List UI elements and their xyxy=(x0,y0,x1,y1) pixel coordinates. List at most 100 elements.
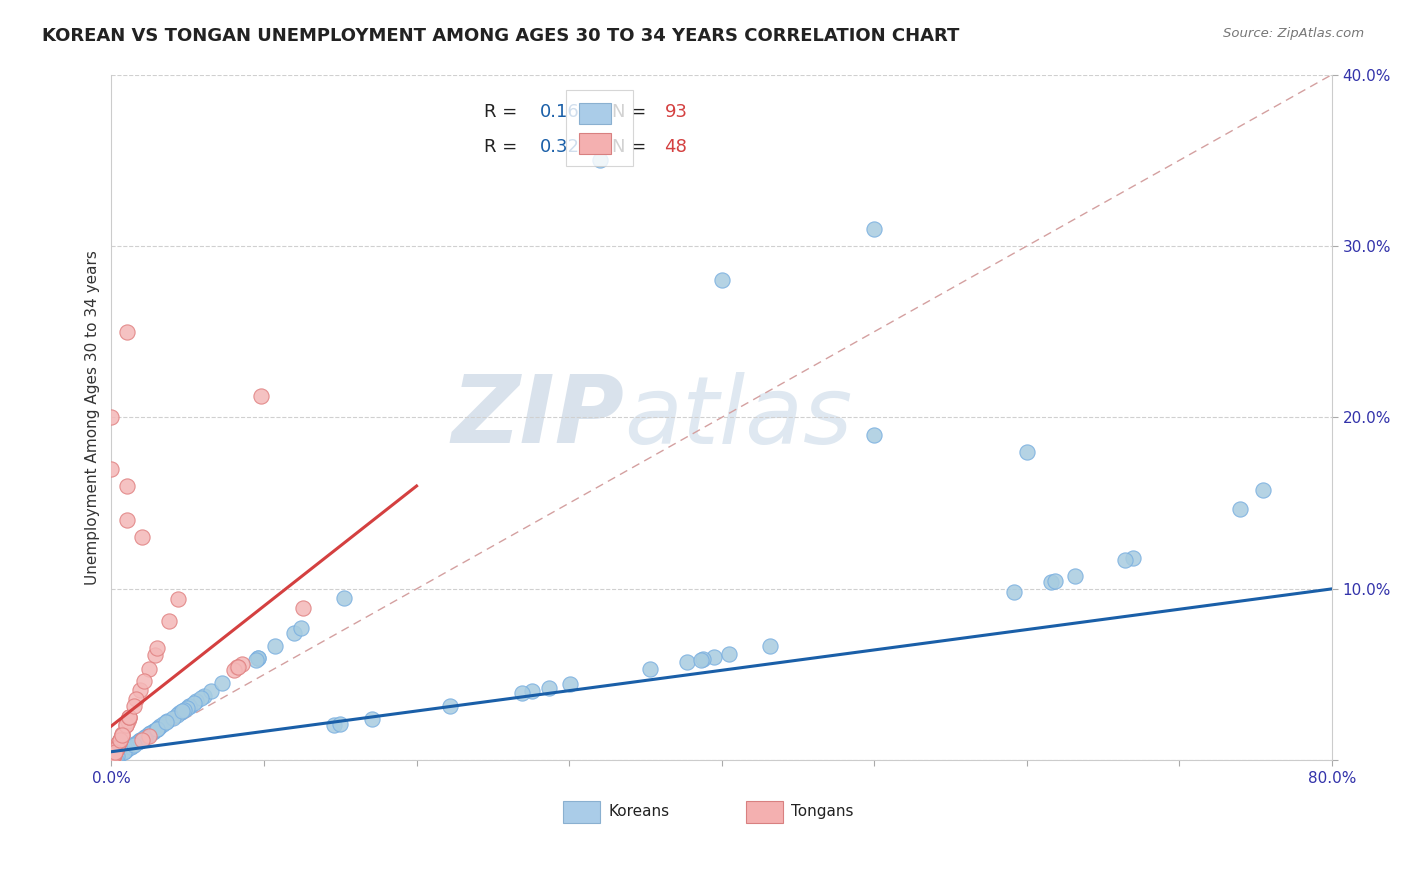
Point xyxy=(124,737,146,751)
Point xyxy=(167,706,190,721)
Point xyxy=(170,705,193,719)
Point xyxy=(157,614,180,628)
Point xyxy=(692,652,714,666)
Point xyxy=(1122,550,1144,565)
Point xyxy=(142,724,165,739)
Point xyxy=(122,738,145,752)
Point xyxy=(135,729,157,743)
Point xyxy=(101,750,124,764)
Point xyxy=(200,684,222,698)
Point xyxy=(190,691,212,706)
Point xyxy=(128,733,150,747)
Text: N =: N = xyxy=(612,137,652,155)
Point xyxy=(101,752,124,766)
Point xyxy=(703,650,725,665)
FancyBboxPatch shape xyxy=(562,801,600,823)
Point xyxy=(125,692,148,706)
Point xyxy=(247,651,270,665)
Point xyxy=(177,699,200,714)
Text: R =: R = xyxy=(484,137,523,155)
Point xyxy=(118,711,141,725)
Point xyxy=(333,591,356,605)
Point xyxy=(115,717,138,731)
Point xyxy=(138,729,160,743)
Point xyxy=(710,273,733,287)
Point xyxy=(134,673,156,688)
Point xyxy=(226,659,249,673)
Point xyxy=(520,684,543,698)
Point xyxy=(173,703,195,717)
Point xyxy=(117,714,139,728)
Point xyxy=(152,717,174,731)
Point xyxy=(155,715,177,730)
Point xyxy=(1043,574,1066,589)
Text: ZIP: ZIP xyxy=(451,371,624,464)
Point xyxy=(134,731,156,745)
Point xyxy=(589,153,612,168)
Text: KOREAN VS TONGAN UNEMPLOYMENT AMONG AGES 30 TO 34 YEARS CORRELATION CHART: KOREAN VS TONGAN UNEMPLOYMENT AMONG AGES… xyxy=(42,27,959,45)
Point xyxy=(115,479,138,493)
Legend: , : , xyxy=(567,90,633,167)
Point xyxy=(145,722,167,736)
Point xyxy=(104,742,127,756)
Point xyxy=(128,734,150,748)
Point xyxy=(222,663,245,677)
Point xyxy=(676,656,699,670)
Point xyxy=(231,657,253,671)
Point xyxy=(118,710,141,724)
Point xyxy=(149,719,172,733)
Point xyxy=(638,662,661,676)
Point xyxy=(100,753,122,767)
Point xyxy=(510,685,533,699)
Point xyxy=(105,749,128,764)
Point xyxy=(148,720,170,734)
Point xyxy=(146,641,169,656)
Point xyxy=(100,410,122,425)
Point xyxy=(108,733,131,747)
Point xyxy=(122,698,145,713)
Point xyxy=(263,640,285,654)
Text: 0.329: 0.329 xyxy=(540,137,592,155)
Point xyxy=(107,737,129,751)
Point xyxy=(114,718,136,732)
Point xyxy=(111,728,134,742)
Text: atlas: atlas xyxy=(624,372,852,463)
Point xyxy=(101,751,124,765)
Point xyxy=(108,733,131,747)
Point xyxy=(121,739,143,753)
Point xyxy=(1039,575,1062,590)
Point xyxy=(120,739,142,754)
Point xyxy=(120,739,142,754)
Point xyxy=(104,745,127,759)
Point xyxy=(1114,553,1136,567)
Point xyxy=(145,722,167,736)
Point xyxy=(176,700,198,714)
Text: Source: ZipAtlas.com: Source: ZipAtlas.com xyxy=(1223,27,1364,40)
Point xyxy=(105,740,128,755)
Point xyxy=(105,750,128,764)
Point xyxy=(292,601,315,615)
Point xyxy=(115,325,138,339)
Point xyxy=(128,733,150,747)
Point xyxy=(179,698,201,713)
Point xyxy=(717,647,740,661)
Point xyxy=(538,681,561,695)
Point xyxy=(108,733,131,747)
Point xyxy=(689,653,711,667)
Point xyxy=(104,750,127,764)
Point xyxy=(104,750,127,764)
Point xyxy=(184,694,207,708)
Point xyxy=(100,462,122,476)
Point xyxy=(283,625,305,640)
Point xyxy=(290,621,312,635)
Point xyxy=(129,682,152,697)
Point xyxy=(1063,569,1085,583)
Point xyxy=(131,530,153,544)
Text: N =: N = xyxy=(612,103,652,121)
Text: Tongans: Tongans xyxy=(792,804,853,819)
Point xyxy=(132,731,155,745)
Point xyxy=(136,728,159,742)
Point xyxy=(114,743,136,757)
Point xyxy=(105,740,128,755)
Point xyxy=(193,689,215,703)
